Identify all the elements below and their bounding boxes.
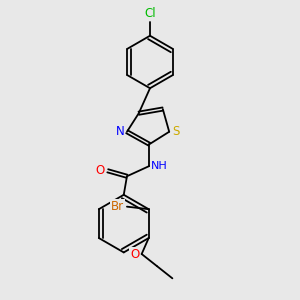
- Text: N: N: [116, 125, 124, 138]
- Text: O: O: [130, 248, 139, 260]
- Text: NH: NH: [151, 161, 167, 171]
- Text: Cl: Cl: [144, 7, 156, 20]
- Text: Br: Br: [111, 200, 124, 213]
- Text: S: S: [172, 125, 180, 138]
- Text: O: O: [95, 164, 104, 177]
